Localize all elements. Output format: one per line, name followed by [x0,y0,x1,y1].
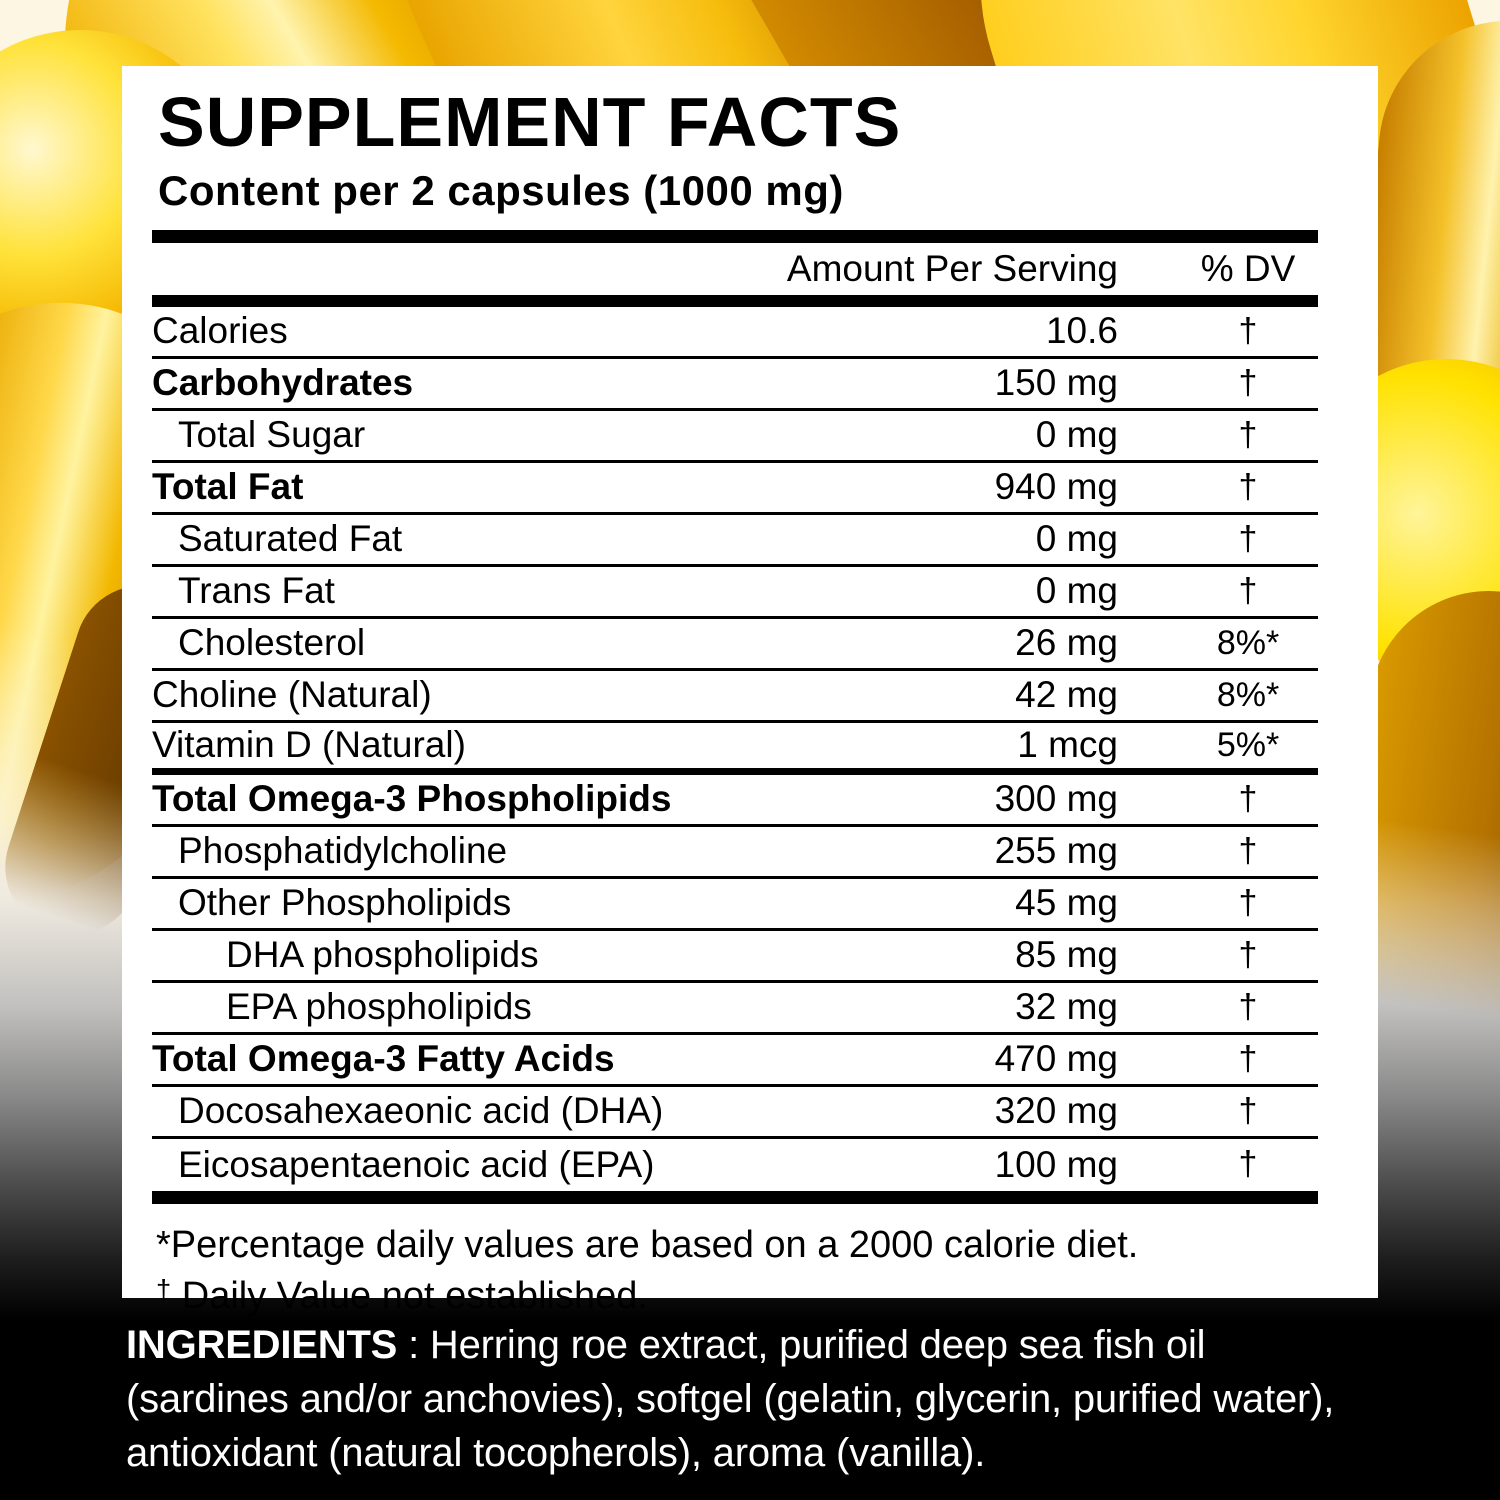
nutrient-name: Vitamin D (Natural) [152,724,466,766]
ingredients-section: INGREDIENTS : Herring roe extract, purif… [126,1318,1461,1480]
nutrient-dv: 8%* [1216,675,1280,714]
nutrient-dv: † [1238,311,1258,350]
nutrient-amount: 10.6 [1045,310,1118,352]
nutrient-amount: 255 mg [994,830,1118,872]
nutrient-amount: 26 mg [1015,622,1118,664]
table-row: DHA phospholipids 85 mg † [152,931,1318,983]
ingredients-line: antioxidant (natural tocopherols), aroma… [126,1431,986,1475]
amount-per-serving-header: Amount Per Serving [786,247,1118,289]
divider-thick [152,294,1318,307]
nutrient-amount: 100 mg [994,1143,1118,1185]
nutrient-name: DHA phospholipids [226,934,539,976]
footnote-asterisk: *Percentage daily values are based on a … [156,1223,1139,1266]
nutrient-amount: 0 mg [1035,414,1118,456]
nutrient-name: Saturated Fat [178,518,403,560]
nutrient-name: Eicosapentaenoic acid (EPA) [178,1143,655,1185]
nutrient-name: Total Omega-3 Fatty Acids [152,1038,615,1080]
nutrient-dv: 8%* [1216,623,1280,662]
nutrient-dv: † [1238,779,1258,818]
nutrient-dv: † [1238,571,1258,610]
nutrient-amount: 45 mg [1015,882,1118,924]
nutrient-name: Total Fat [152,466,304,508]
percent-dv-header: % DV [1200,247,1296,289]
nutrient-dv: † [1238,519,1258,558]
table-row: EPA phospholipids 32 mg † [152,983,1318,1035]
nutrient-amount: 85 mg [1015,934,1118,976]
nutrient-dv: † [1238,883,1258,922]
nutrient-amount: 300 mg [994,778,1118,820]
nutrient-dv: † [1238,987,1258,1026]
nutrient-amount: 42 mg [1015,674,1118,716]
serving-size-text: Content per 2 capsules (1000 mg) [158,166,844,214]
nutrient-amount: 470 mg [994,1038,1118,1080]
nutrient-amount: 0 mg [1035,570,1118,612]
table-row: Choline (Natural) 42 mg 8%* [152,671,1318,723]
nutrient-name: Docosahexaeonic acid (DHA) [178,1090,664,1132]
nutrient-dv: † [1238,831,1258,870]
nutrient-amount: 0 mg [1035,518,1118,560]
table-row: Vitamin D (Natural) 1 mcg 5%* [152,723,1318,775]
nutrient-dv: † [1238,467,1258,506]
table-row: Phosphatidylcholine 255 mg † [152,827,1318,879]
nutrient-name: Total Sugar [178,414,366,456]
nutrient-name: Phosphatidylcholine [178,830,508,872]
nutrient-dv: † [1238,1039,1258,1078]
nutrient-name: Total Omega-3 Phospholipids [152,778,672,820]
facts-table-body: Calories 10.6 † Carbohydrates 150 mg † Total S… [152,307,1318,1191]
nutrient-dv: † [1238,1145,1258,1184]
divider-thick [152,229,1318,243]
panel-title: SUPPLEMENT FACTS [158,83,902,161]
ingredients-line: (sardines and/or anchovies), softgel (ge… [126,1377,1335,1421]
nutrient-amount: 320 mg [994,1090,1118,1132]
nutrient-dv: † [1238,935,1258,974]
footnote-dagger: † Daily Value not established. [156,1273,648,1317]
nutrient-dv: † [1238,415,1258,454]
nutrient-name: Other Phospholipids [178,882,512,924]
table-row: Eicosapentaenoic acid (EPA) 100 mg † [152,1139,1318,1191]
nutrient-amount: 150 mg [994,362,1118,404]
nutrient-dv: 5%* [1216,725,1280,764]
table-row: Other Phospholipids 45 mg † [152,879,1318,931]
nutrient-name: EPA phospholipids [226,986,532,1028]
table-row: Docosahexaeonic acid (DHA) 320 mg † [152,1087,1318,1139]
nutrient-name: Choline (Natural) [152,674,432,716]
nutrient-name: Carbohydrates [152,362,414,404]
nutrient-dv: † [1238,1091,1258,1130]
table-row: Total Sugar 0 mg † [152,411,1318,463]
table-header-row: Amount Per Serving % DV [152,243,1318,295]
footnotes: *Percentage daily values are based on a … [156,1220,1318,1322]
ingredients-heading: INGREDIENTS [126,1323,398,1367]
table-row: Total Omega-3 Fatty Acids 470 mg † [152,1035,1318,1087]
nutrient-name: Cholesterol [178,622,366,664]
nutrient-amount: 32 mg [1015,986,1118,1028]
nutrient-name: Calories [152,310,288,352]
table-row: Total Fat 940 mg † [152,463,1318,515]
nutrient-dv: † [1238,363,1258,402]
divider-thick [152,1190,1318,1204]
nutrient-amount: 940 mg [994,466,1118,508]
table-row: Carbohydrates 150 mg † [152,359,1318,411]
supplement-facts-panel: SUPPLEMENT FACTS Content per 2 capsules … [122,66,1378,1317]
nutrient-amount: 1 mcg [1017,724,1118,766]
table-row: Cholesterol 26 mg 8%* [152,619,1318,671]
table-row: Saturated Fat 0 mg † [152,515,1318,567]
ingredients-line: INGREDIENTS : Herring roe extract, purif… [126,1323,1206,1367]
table-row: Total Omega-3 Phospholipids 300 mg † [152,775,1318,827]
dagger-symbol: † [156,1273,172,1305]
table-row: Trans Fat 0 mg † [152,567,1318,619]
nutrient-name: Trans Fat [178,570,335,612]
table-row: Calories 10.6 † [152,307,1318,359]
